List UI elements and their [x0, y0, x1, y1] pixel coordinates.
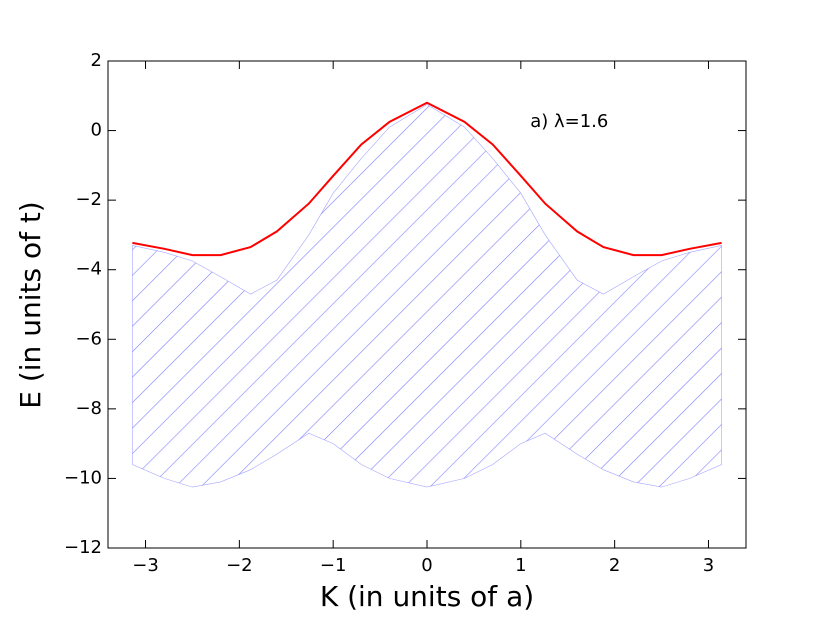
y-tick-label: 2 — [91, 50, 102, 71]
y-tick-label: 0 — [91, 120, 102, 141]
annotation: a) λ=1.6 — [530, 111, 608, 132]
y-tick-label: −2 — [75, 189, 102, 210]
y-tick-label: −6 — [75, 328, 102, 349]
x-tick-label: 2 — [609, 555, 620, 576]
x-tick-label: −3 — [132, 555, 159, 576]
band-area — [132, 104, 722, 488]
y-tick-label: −12 — [64, 537, 102, 558]
y-tick-label: −8 — [75, 398, 102, 419]
x-tick-label: −1 — [320, 555, 347, 576]
y-tick-label: −10 — [64, 467, 102, 488]
x-tick-label: −2 — [226, 555, 253, 576]
y-axis-label: E (in units of t) — [14, 201, 47, 408]
y-tick-label: −4 — [75, 259, 102, 280]
x-tick-label: 0 — [421, 555, 432, 576]
x-tick-label: 1 — [515, 555, 526, 576]
x-tick-label: 3 — [703, 555, 714, 576]
x-axis-label: K (in units of a) — [320, 580, 534, 613]
line — [132, 101, 722, 257]
